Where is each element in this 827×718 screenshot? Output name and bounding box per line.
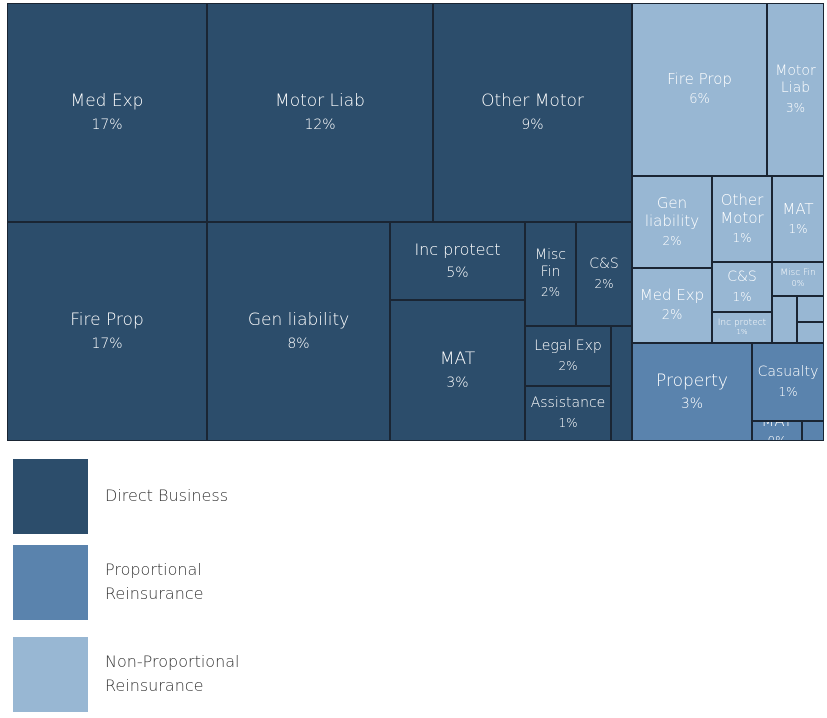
cell-value-label: 3% [785, 100, 806, 115]
cell-label: Misc Fin [535, 247, 566, 281]
cell-value-label: 8% [287, 335, 310, 352]
cell-label: Motor Liab [275, 91, 365, 112]
legend-swatch [13, 637, 88, 712]
treemap-cell: Other Motor 9% [433, 3, 632, 222]
cell-value-label: 2% [558, 358, 578, 373]
cell-label: Misc Fin [780, 268, 816, 279]
treemap-cell: Misc Fin 0% [772, 262, 824, 296]
cell-label: Inc protect [414, 240, 501, 260]
treemap-cell: Fire Prop 6% [632, 3, 767, 176]
legend-label: Proportional Reinsurance [105, 560, 204, 603]
cell-label: C&S [727, 268, 757, 285]
cell-label: MAT [439, 349, 476, 370]
cell-value-label: 1% [558, 416, 578, 431]
treemap-cell: Fire Prop 17% [7, 222, 207, 441]
legend-swatch [13, 459, 88, 534]
cell-value-label: 2% [661, 308, 683, 324]
treemap-cell: Other Motor 1% [712, 176, 772, 262]
cell-value-label: 12% [304, 116, 336, 133]
cell-label: Fire Prop [667, 70, 732, 89]
treemap-cell: C&S 1% [712, 262, 772, 312]
treemap-cell: Misc Fin 2% [525, 222, 576, 326]
cell-value-label: 17% [91, 116, 123, 133]
treemap-cell: Casualty 1% [752, 343, 824, 421]
cell-label: Inc protect [717, 317, 767, 328]
cell-value-label: 9% [521, 116, 544, 133]
cell-label: Assistance [530, 395, 606, 412]
treemap-cell: Med Exp 2% [632, 268, 712, 343]
cell-label: Other Motor [720, 191, 764, 228]
treemap-cell: Gen liability 8% [207, 222, 390, 441]
cell-value-label: 2% [540, 285, 561, 299]
treemap-cell: Gen liability 2% [632, 176, 712, 268]
cell-value-label: 0% [791, 279, 805, 289]
cell-value-label: 1% [788, 222, 808, 237]
treemap-cell: Inc protect 5% [390, 222, 525, 300]
cell-label: Med Exp [639, 286, 705, 305]
cell-label: Fire Prop [70, 310, 144, 331]
legend-label: Non-Proportional Reinsurance [105, 652, 240, 695]
treemap-cell: Motor Liab 3% [767, 3, 824, 176]
treemap-cell: Legal Exp 2% [525, 326, 611, 386]
cell-label: Legal Exp [534, 337, 602, 354]
cell-value-label: 0% [767, 434, 786, 440]
cell-value-label: 1% [778, 384, 798, 399]
small-cell [802, 421, 824, 441]
cell-label: Other Motor [481, 91, 584, 112]
cell-label: MAT [761, 421, 793, 431]
cell-value-label: 1% [736, 328, 748, 337]
treemap-cell: Assistance 1% [525, 386, 611, 441]
small-cell [772, 296, 797, 343]
legend-swatch [13, 545, 88, 620]
cell-value-label: 17% [91, 335, 123, 352]
small-cell [611, 326, 632, 441]
legend-label: Direct Business [105, 486, 229, 505]
cell-label: Motor Liab [775, 62, 816, 96]
cell-value-label: 2% [662, 234, 682, 249]
cell-value-label: 3% [680, 396, 704, 413]
cell-label: Med Exp [70, 91, 144, 112]
cell-value-label: 1% [732, 231, 752, 246]
treemap-cell: Med Exp 17% [7, 3, 207, 222]
cell-label: Gen liability [644, 194, 700, 231]
cell-label: C&S [589, 255, 619, 272]
treemap-cell: Inc protect 1% [712, 312, 772, 343]
treemap-cell: MAT 1% [772, 176, 824, 262]
cell-label: Property [656, 370, 728, 391]
treemap-cell: MAT 3% [390, 300, 525, 441]
treemap-cell: Property 3% [632, 343, 752, 441]
small-cell [797, 296, 824, 322]
cell-value-label: 2% [594, 276, 614, 291]
cell-label: Gen liability [247, 310, 350, 331]
cell-label: Casualty [757, 363, 819, 380]
treemap-cell: Motor Liab 12% [207, 3, 433, 222]
small-cell [797, 322, 824, 343]
cell-value-label: 6% [689, 92, 710, 108]
cell-value-label: 5% [446, 264, 469, 281]
treemap-cell: MAT 0% [752, 421, 802, 441]
cell-label: MAT [782, 200, 814, 219]
cell-value-label: 1% [732, 289, 752, 304]
treemap-cell: C&S 2% [576, 222, 632, 326]
cell-value-label: 3% [446, 374, 469, 391]
